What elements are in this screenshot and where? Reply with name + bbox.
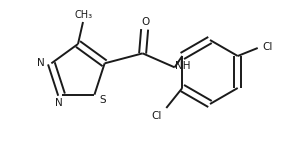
Text: NH: NH — [175, 61, 190, 71]
Text: Cl: Cl — [262, 42, 273, 52]
Text: S: S — [99, 95, 106, 105]
Text: O: O — [141, 17, 150, 27]
Text: Cl: Cl — [151, 111, 161, 121]
Text: N: N — [55, 98, 62, 108]
Text: N: N — [38, 58, 45, 68]
Text: CH₃: CH₃ — [75, 10, 93, 20]
